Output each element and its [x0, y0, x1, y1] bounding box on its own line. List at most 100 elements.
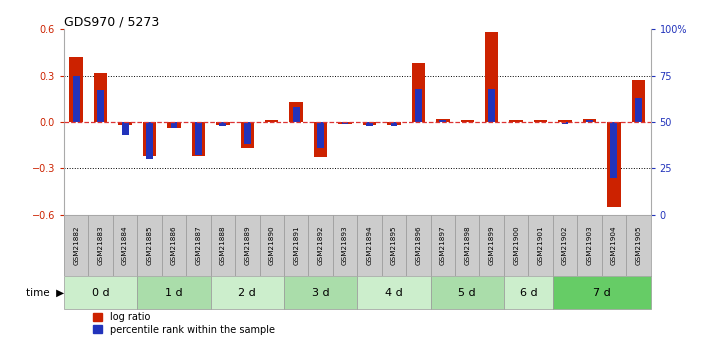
Bar	[341, 122, 348, 124]
Bar	[611, 122, 617, 178]
Text: 4 d: 4 d	[385, 288, 403, 298]
FancyBboxPatch shape	[284, 276, 357, 309]
Bar	[366, 122, 373, 126]
FancyBboxPatch shape	[382, 215, 406, 276]
FancyBboxPatch shape	[357, 215, 382, 276]
Bar	[195, 122, 202, 155]
Bar	[635, 98, 642, 122]
Bar	[439, 120, 447, 122]
FancyBboxPatch shape	[88, 215, 113, 276]
Bar	[220, 122, 226, 126]
FancyBboxPatch shape	[504, 215, 528, 276]
Text: GSM21894: GSM21894	[366, 226, 373, 265]
FancyBboxPatch shape	[431, 276, 504, 309]
FancyBboxPatch shape	[528, 215, 553, 276]
FancyBboxPatch shape	[602, 215, 626, 276]
Text: GSM21899: GSM21899	[488, 226, 495, 265]
Bar	[314, 122, 327, 157]
Bar	[265, 120, 279, 122]
Text: GSM21890: GSM21890	[269, 226, 274, 265]
Bar	[415, 89, 422, 122]
Text: time  ▶: time ▶	[26, 288, 64, 298]
Text: GSM21897: GSM21897	[440, 226, 446, 265]
Bar	[390, 122, 397, 126]
Text: GSM21885: GSM21885	[146, 226, 153, 265]
Text: 1 d: 1 d	[165, 288, 183, 298]
Bar	[192, 122, 205, 156]
Text: 0 d: 0 d	[92, 288, 109, 298]
Bar	[216, 122, 230, 125]
Text: GSM21887: GSM21887	[196, 226, 201, 265]
FancyBboxPatch shape	[210, 276, 284, 309]
FancyBboxPatch shape	[333, 215, 357, 276]
Bar	[70, 57, 83, 122]
Text: GSM21883: GSM21883	[97, 226, 104, 265]
Text: 2 d: 2 d	[238, 288, 256, 298]
FancyBboxPatch shape	[113, 215, 137, 276]
Text: GSM21882: GSM21882	[73, 226, 79, 265]
Text: GSM21900: GSM21900	[513, 226, 519, 265]
Bar	[97, 90, 104, 122]
Bar	[412, 63, 425, 122]
FancyBboxPatch shape	[162, 215, 186, 276]
FancyBboxPatch shape	[260, 215, 284, 276]
Bar	[488, 89, 495, 122]
Bar	[167, 122, 181, 128]
FancyBboxPatch shape	[479, 215, 504, 276]
FancyBboxPatch shape	[553, 276, 651, 309]
FancyBboxPatch shape	[64, 215, 88, 276]
Bar	[436, 119, 449, 122]
Text: 3 d: 3 d	[312, 288, 329, 298]
Text: GSM21903: GSM21903	[587, 226, 592, 265]
Bar	[485, 32, 498, 122]
Text: GSM21902: GSM21902	[562, 226, 568, 265]
FancyBboxPatch shape	[455, 215, 479, 276]
FancyBboxPatch shape	[137, 276, 210, 309]
Text: GSM21896: GSM21896	[415, 226, 422, 265]
FancyBboxPatch shape	[284, 215, 309, 276]
Bar	[562, 122, 569, 124]
FancyBboxPatch shape	[137, 215, 162, 276]
Text: GSM21893: GSM21893	[342, 226, 348, 265]
Text: GSM21884: GSM21884	[122, 226, 128, 265]
Bar	[338, 122, 352, 124]
Bar	[146, 122, 153, 159]
FancyBboxPatch shape	[64, 276, 137, 309]
Bar	[171, 122, 178, 128]
Text: GSM21904: GSM21904	[611, 226, 617, 265]
Bar	[583, 119, 597, 122]
Text: GSM21888: GSM21888	[220, 226, 226, 265]
FancyBboxPatch shape	[626, 215, 651, 276]
Text: GSM21886: GSM21886	[171, 226, 177, 265]
Bar	[122, 122, 129, 135]
Text: GSM21891: GSM21891	[293, 226, 299, 265]
Bar	[240, 122, 254, 148]
FancyBboxPatch shape	[357, 276, 431, 309]
Bar	[387, 122, 401, 125]
Bar	[73, 76, 80, 122]
Bar	[293, 107, 299, 122]
Text: GSM21905: GSM21905	[636, 226, 641, 265]
FancyBboxPatch shape	[406, 215, 431, 276]
Text: GSM21889: GSM21889	[245, 226, 250, 265]
Text: 5 d: 5 d	[459, 288, 476, 298]
FancyBboxPatch shape	[210, 215, 235, 276]
Text: GDS970 / 5273: GDS970 / 5273	[64, 15, 159, 28]
Bar	[94, 72, 107, 122]
Bar	[586, 120, 593, 122]
Bar	[118, 122, 132, 125]
Bar	[289, 102, 303, 122]
Text: GSM21895: GSM21895	[391, 226, 397, 265]
FancyBboxPatch shape	[577, 215, 602, 276]
Legend: log ratio, percentile rank within the sample: log ratio, percentile rank within the sa…	[92, 311, 276, 335]
Text: 6 d: 6 d	[520, 288, 538, 298]
Bar	[534, 120, 547, 122]
Bar	[558, 120, 572, 122]
Bar	[631, 80, 645, 122]
FancyBboxPatch shape	[186, 215, 210, 276]
Text: 7 d: 7 d	[593, 288, 611, 298]
Text: GSM21898: GSM21898	[464, 226, 470, 265]
FancyBboxPatch shape	[553, 215, 577, 276]
Bar	[317, 122, 324, 148]
Bar	[363, 122, 376, 125]
